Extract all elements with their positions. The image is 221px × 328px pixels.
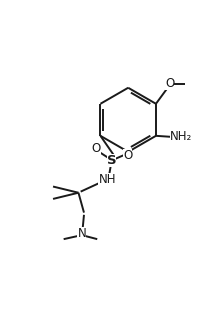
- Text: NH₂: NH₂: [170, 131, 192, 143]
- Text: O: O: [91, 142, 101, 155]
- Text: NH: NH: [98, 173, 116, 186]
- Text: N: N: [77, 227, 86, 240]
- Text: O: O: [123, 149, 132, 162]
- Text: S: S: [107, 154, 116, 167]
- Text: O: O: [165, 77, 175, 91]
